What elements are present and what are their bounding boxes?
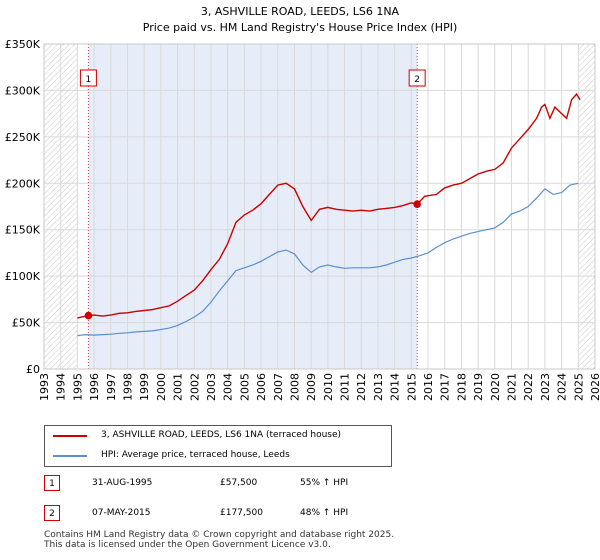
x-tick-label: 2004 [222, 373, 235, 401]
x-tick-label: 2023 [539, 373, 552, 401]
hpi-line [77, 182, 579, 337]
x-tick-label: 2009 [305, 373, 318, 401]
x-tick-label: 2007 [272, 373, 285, 401]
legend-item-property: 3, ASHVILLE ROAD, LEEDS, LS6 1NA (terrac… [45, 426, 391, 446]
chart-title: 3, ASHVILLE ROAD, LEEDS, LS6 1NA [201, 5, 400, 18]
x-tick-label: 2005 [238, 373, 251, 401]
footer-line: This data is licensed under the Open Gov… [44, 540, 331, 550]
sale-date: 07-MAY-2015 [92, 508, 151, 518]
y-tick-label: £50K [12, 317, 41, 330]
sale-marker-box [79, 69, 97, 87]
y-tick-label: £300K [5, 84, 41, 97]
sale-date: 31-AUG-1995 [92, 478, 153, 488]
x-tick-label: 2024 [556, 373, 569, 401]
legend-swatch-hpi [53, 455, 87, 457]
y-tick-label: £350K [5, 38, 41, 51]
price-paid-line [77, 92, 581, 319]
x-tick-label: 2001 [172, 373, 185, 401]
x-tick-label: 2026 [589, 373, 600, 401]
x-tick-label: 2000 [155, 373, 168, 401]
y-tick-label: £150K [5, 224, 41, 237]
x-tick-label: 2010 [322, 373, 335, 401]
legend-item-hpi: HPI: Average price, terraced house, Leed… [45, 446, 391, 466]
y-tick-label: £250K [5, 131, 41, 144]
plot-border [43, 43, 596, 370]
x-tick-label: 1995 [71, 373, 84, 401]
x-tick-label: 2008 [288, 373, 301, 401]
x-tick-label: 2011 [339, 373, 352, 401]
hatched-region [578, 44, 595, 369]
sale-row: 1 31-AUG-1995 £57,500 55% ↑ HPI [44, 475, 564, 495]
x-tick-label: 1994 [55, 373, 68, 401]
x-tick-label: 2006 [255, 373, 268, 401]
chart-legend: 3, ASHVILLE ROAD, LEEDS, LS6 1NA (terrac… [44, 425, 392, 467]
sale-point [84, 311, 93, 320]
sale-point [413, 200, 421, 208]
sale-marker-badge: 2 [44, 505, 60, 521]
x-tick-label: 2022 [522, 373, 535, 401]
x-tick-label: 2002 [188, 373, 201, 401]
x-tick-label: 2016 [422, 373, 435, 401]
x-tick-label: 2017 [439, 373, 452, 401]
x-tick-label: 1998 [121, 373, 134, 401]
sale-hpi-change: 48% ↑ HPI [300, 508, 349, 518]
legend-swatch-property [53, 435, 87, 437]
legend-label-property: 3, ASHVILLE ROAD, LEEDS, LS6 1NA (terrac… [101, 430, 342, 440]
y-tick-label: £200K [5, 177, 41, 190]
sale-marker-label: 1 [86, 75, 92, 85]
sale-row: 2 07-MAY-2015 £177,500 48% ↑ HPI [44, 505, 564, 525]
y-tick-label: £100K [5, 270, 41, 283]
sale-marker-box [408, 69, 426, 87]
x-tick-label: 2012 [355, 373, 368, 401]
x-tick-label: 2018 [455, 373, 468, 401]
chart-subtitle: Price paid vs. HM Land Registry's House … [143, 21, 458, 34]
sale-marker-badge: 1 [44, 475, 60, 491]
x-tick-label: 2020 [489, 373, 502, 401]
sale-price: £177,500 [220, 508, 263, 518]
x-tick-label: 1997 [105, 373, 118, 401]
footer-line: Contains HM Land Registry data © Crown c… [44, 530, 395, 540]
x-tick-label: 1993 [38, 373, 51, 401]
x-tick-label: 2013 [372, 373, 385, 401]
legend-label-hpi: HPI: Average price, terraced house, Leed… [101, 450, 290, 460]
price-chart: 3, ASHVILLE ROAD, LEEDS, LS6 1NA Price p… [5, 5, 600, 401]
x-tick-label: 2003 [205, 373, 218, 401]
ownership-period-shading [88, 44, 418, 369]
sale-hpi-change: 55% ↑ HPI [300, 478, 349, 488]
footer-attribution: Contains HM Land Registry data © Crown c… [44, 530, 394, 550]
x-tick-label: 1996 [88, 373, 101, 401]
x-tick-label: 2019 [472, 373, 485, 401]
sale-marker-label: 2 [414, 75, 420, 85]
sale-price: £57,500 [220, 478, 258, 488]
x-tick-label: 2021 [506, 373, 519, 401]
x-tick-label: 2014 [389, 373, 402, 401]
x-tick-label: 1999 [138, 373, 151, 401]
x-tick-label: 2025 [572, 373, 585, 401]
y-tick-label: £0 [26, 363, 40, 376]
x-tick-label: 2015 [405, 373, 418, 401]
